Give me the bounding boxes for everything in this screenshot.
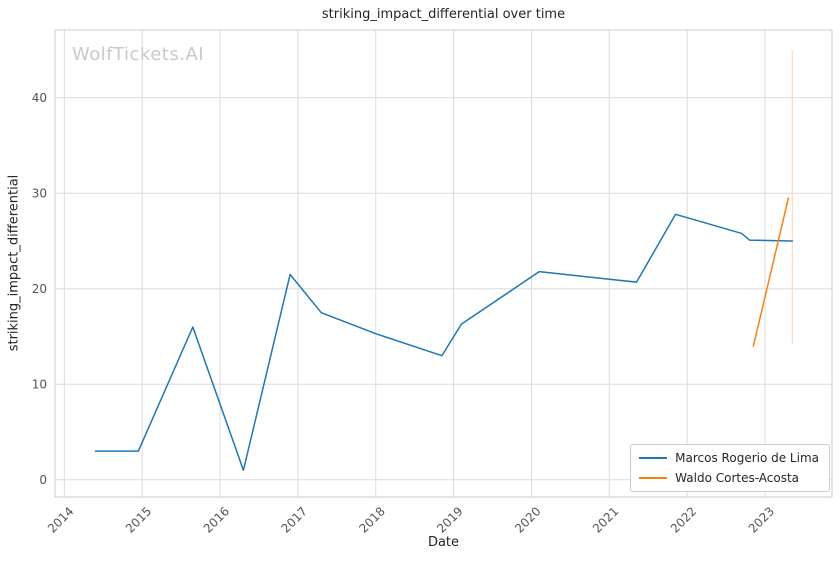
x-tick-label: 2018 [356, 504, 387, 535]
x-tick-label: 2014 [45, 504, 76, 535]
x-tick-label: 2017 [279, 504, 310, 535]
legend-entry: Marcos Rogerio de Lima [639, 451, 819, 465]
y-tick-label: 10 [32, 377, 47, 391]
legend-label: Waldo Cortes-Acosta [675, 471, 800, 485]
legend-line-swatch [639, 457, 668, 459]
series-line-0 [94, 213, 794, 472]
chart-title: striking_impact_differential over time [321, 7, 566, 22]
x-tick-label: 2023 [746, 504, 777, 535]
y-tick-label: 40 [32, 91, 47, 105]
legend-entry: Waldo Cortes-Acosta [639, 471, 819, 485]
series-line-1 [752, 197, 790, 347]
y-tick-label: 0 [39, 473, 47, 487]
x-tick-label: 2019 [434, 504, 465, 535]
x-axis-label: Date [427, 535, 460, 550]
plot-border [54, 29, 833, 498]
y-axis-label: striking_impact_differential [6, 174, 22, 352]
legend-label: Marcos Rogerio de Lima [675, 451, 819, 465]
legend-line-swatch [639, 477, 668, 479]
x-tick-label: 2021 [590, 504, 621, 535]
x-tick-label: 2022 [668, 504, 699, 535]
x-tick-label: 2020 [512, 504, 543, 535]
y-tick-label: 30 [32, 186, 47, 200]
y-tick-label: 20 [32, 282, 47, 296]
x-tick-label: 2015 [123, 504, 154, 535]
x-tick-label: 2016 [201, 504, 232, 535]
watermark: WolfTickets.AI [72, 44, 205, 65]
legend: Marcos Rogerio de Lima Waldo Cortes-Acos… [630, 444, 830, 492]
